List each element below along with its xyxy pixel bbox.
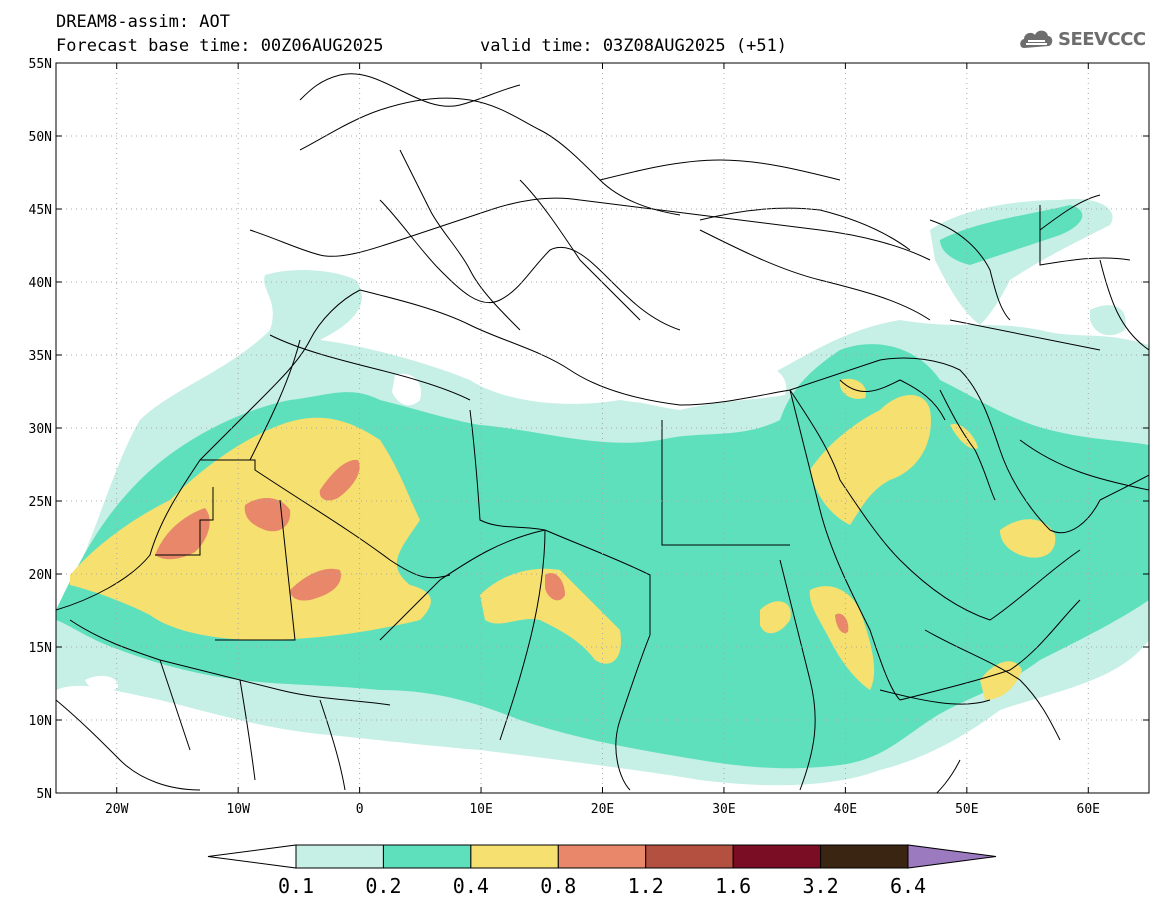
country-borders xyxy=(69,97,1149,793)
valid-time: valid time: 03Z08AUG2025 (+51) xyxy=(480,36,788,56)
lat-label: 30N xyxy=(29,422,52,437)
map-grid xyxy=(56,63,1149,793)
cloud-logo-icon xyxy=(1020,30,1053,48)
seevccc-logo: SEEVCCC xyxy=(1018,26,1146,52)
lon-label: 50E xyxy=(955,802,978,817)
colorbar-box xyxy=(557,844,647,869)
colorbar-label: 0.2 xyxy=(365,874,401,898)
colorbar-low-arrow xyxy=(207,844,297,869)
lon-label: 20W xyxy=(105,802,129,817)
colorbar-box xyxy=(645,844,734,869)
colorbar-box xyxy=(382,844,472,869)
lat-label: 25N xyxy=(29,495,52,510)
lon-label: 30E xyxy=(712,802,735,817)
colorbar-label: 3.2 xyxy=(803,874,839,898)
lat-label: 55N xyxy=(29,57,52,72)
colorbar-label: 0.8 xyxy=(540,874,576,898)
colorbar-label: 0.1 xyxy=(278,874,314,898)
colorbar-label: 6.4 xyxy=(890,874,926,898)
colorbar-high-arrow xyxy=(907,844,997,869)
forecast-base-time: Forecast base time: 00Z06AUG2025 xyxy=(56,36,384,56)
logo-text: SEEVCCC xyxy=(1058,28,1146,50)
lat-label: 15N xyxy=(29,641,52,656)
mediterranean-sea xyxy=(480,326,787,410)
lon-label: 20E xyxy=(591,802,614,817)
aot-band-0.8 xyxy=(155,459,849,634)
lat-label: 10N xyxy=(29,714,52,729)
colorbar-label: 1.6 xyxy=(715,874,751,898)
lon-label: 40E xyxy=(834,802,857,817)
colorbar: 0.1 0.2 0.4 0.8 1.2 1.6 3.2 6.4 xyxy=(207,844,997,898)
colorbar-box xyxy=(295,844,384,869)
colorbar-box xyxy=(732,844,822,869)
lat-label: 45N xyxy=(29,203,52,218)
lat-label: 50N xyxy=(29,130,52,145)
coastlines xyxy=(56,73,1149,791)
axis-ticks xyxy=(56,62,1149,794)
plot-title: DREAM8-assim: AOT xyxy=(56,12,230,32)
colorbar-box xyxy=(470,844,559,869)
longitude-labels: 20W 10W 0 10E 20E 30E 40E 50E 60E xyxy=(105,802,1100,817)
colorbar-box xyxy=(820,844,909,869)
lat-label: 40N xyxy=(29,276,52,291)
lon-label: 10E xyxy=(469,802,492,817)
lon-label: 0 xyxy=(356,802,364,817)
lat-label: 5N xyxy=(36,787,52,802)
lat-label: 20N xyxy=(29,568,52,583)
lat-label: 35N xyxy=(29,349,52,364)
colorbar-label: 1.2 xyxy=(628,874,664,898)
colorbar-label: 0.4 xyxy=(453,874,489,898)
latitude-labels: 55N 50N 45N 40N 35N 30N 25N 20N 15N 10N 5N xyxy=(29,57,52,802)
lon-label: 10W xyxy=(226,802,250,817)
lon-label: 60E xyxy=(1077,802,1100,817)
